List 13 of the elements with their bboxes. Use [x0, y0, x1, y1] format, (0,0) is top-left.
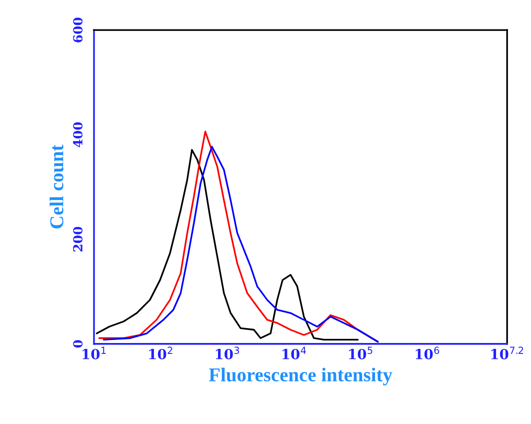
x-tick-label: 10$^{2}$: [149, 346, 172, 360]
y-tick-label: 0: [73, 340, 83, 348]
x-tick-label: 10$^{7.2}$: [491, 346, 524, 360]
x-tick-label: 10$^{3}$: [216, 346, 240, 360]
x-axis-title: Fluorescence intensity: [208, 368, 392, 386]
y-tick-label: 400: [73, 122, 83, 148]
x-tick-label: 10$^{5}$: [349, 346, 372, 360]
y-tick-label: 200: [73, 226, 83, 252]
x-tick-label: 10$^{1}$: [82, 346, 106, 360]
x-tick-label: 10$^{6}$: [416, 346, 440, 360]
y-axis-title: Cell count: [50, 144, 64, 228]
x-tick-label: 10$^{4}$: [282, 346, 306, 360]
y-tick-label: 600: [73, 18, 83, 42]
